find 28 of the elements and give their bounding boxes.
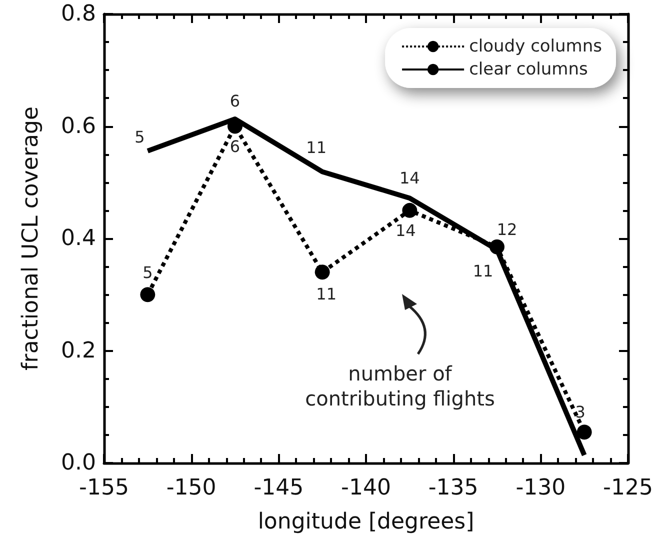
annotation: 6 [230, 136, 240, 156]
annotation: 14 [399, 168, 420, 188]
x-tick-label: -130 [516, 476, 566, 500]
y-axis-title: fractional UCL coverage [18, 106, 44, 370]
x-tick-label: -155 [79, 476, 129, 500]
x-tick-label: -125 [603, 476, 653, 500]
y-tick-label: 0.8 [61, 2, 96, 26]
annotation: 5 [142, 263, 153, 282]
x-tick-label: -140 [341, 476, 391, 500]
x-axis-title: longitude [degrees] [258, 510, 474, 534]
annotation: 5 [134, 127, 145, 146]
annotation: 11 [306, 138, 327, 158]
x-tick-label: -150 [166, 476, 216, 500]
x-tick-label: -135 [428, 476, 478, 500]
annotation: 12 [496, 220, 518, 240]
legend-label: cloudy columns [469, 36, 602, 56]
annotation: 11 [316, 284, 337, 304]
annotation: 11 [472, 261, 494, 280]
annotation: 14 [395, 220, 416, 240]
y-tick-label: 0.6 [61, 114, 96, 139]
annotation: 3 [575, 402, 586, 422]
y-tick-label: 0.0 [61, 450, 96, 476]
annotation: number of contributing flights [305, 362, 495, 410]
x-tick-label: -145 [254, 476, 304, 500]
y-tick-label: 0.2 [61, 338, 96, 364]
annotation: 6 [230, 91, 240, 110]
y-tick-label: 0.4 [61, 226, 96, 251]
legend-label: clear columns [469, 60, 588, 80]
